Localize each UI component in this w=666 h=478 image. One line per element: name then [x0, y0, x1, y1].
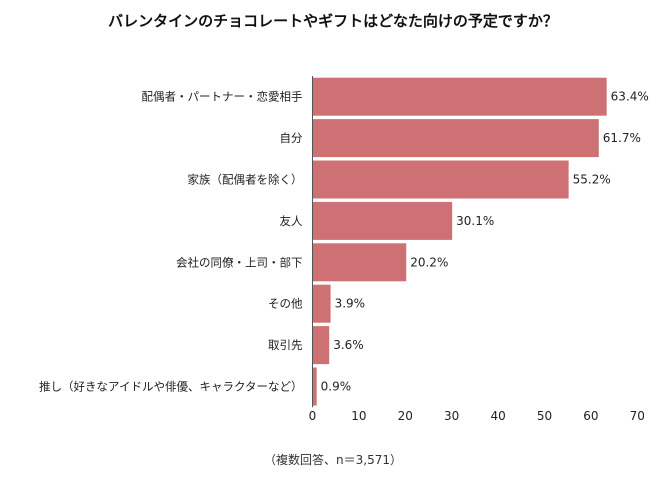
bar — [312, 201, 453, 240]
x-tick-label: 10 — [351, 409, 366, 423]
value-label: 63.4% — [611, 90, 649, 104]
sample-note: （複数回答、n＝3,571） — [264, 453, 402, 467]
x-tick-label: 70 — [630, 409, 645, 423]
x-tick-label: 30 — [444, 409, 459, 423]
chart-title: バレンタインのチョコレートやギフトはどなた向けの予定ですか？ — [108, 12, 558, 30]
x-tick-label: 0 — [309, 409, 317, 423]
category-label: 推し（好きなアイドルや俳優、キャラクターなど） — [39, 380, 302, 394]
value-label: 61.7% — [603, 131, 641, 145]
category-label: 会社の同僚・上司・部下 — [176, 255, 303, 269]
value-label: 55.2% — [573, 173, 611, 187]
x-tick-label: 20 — [398, 409, 413, 423]
value-label: 0.9% — [321, 380, 352, 394]
category-label: その他 — [268, 297, 303, 311]
category-label: 友人 — [280, 214, 303, 228]
category-label: 自分 — [280, 131, 303, 145]
value-label: 20.2% — [410, 255, 448, 269]
value-label: 3.9% — [335, 297, 366, 311]
bar — [312, 284, 331, 323]
x-tick-label: 50 — [537, 409, 552, 423]
bar — [312, 119, 599, 158]
x-tick-label: 60 — [583, 409, 598, 423]
bar — [312, 160, 569, 199]
category-label: 家族（配偶者を除く） — [188, 173, 303, 187]
bar — [312, 243, 407, 282]
value-label: 3.6% — [333, 338, 364, 352]
value-label: 30.1% — [456, 214, 494, 228]
category-label: 取引先 — [268, 338, 303, 352]
bar — [312, 326, 330, 365]
category-label: 配偶者・パートナー・恋愛相手 — [142, 90, 303, 104]
bar — [312, 77, 607, 116]
bar — [312, 367, 317, 406]
x-tick-label: 40 — [490, 409, 505, 423]
